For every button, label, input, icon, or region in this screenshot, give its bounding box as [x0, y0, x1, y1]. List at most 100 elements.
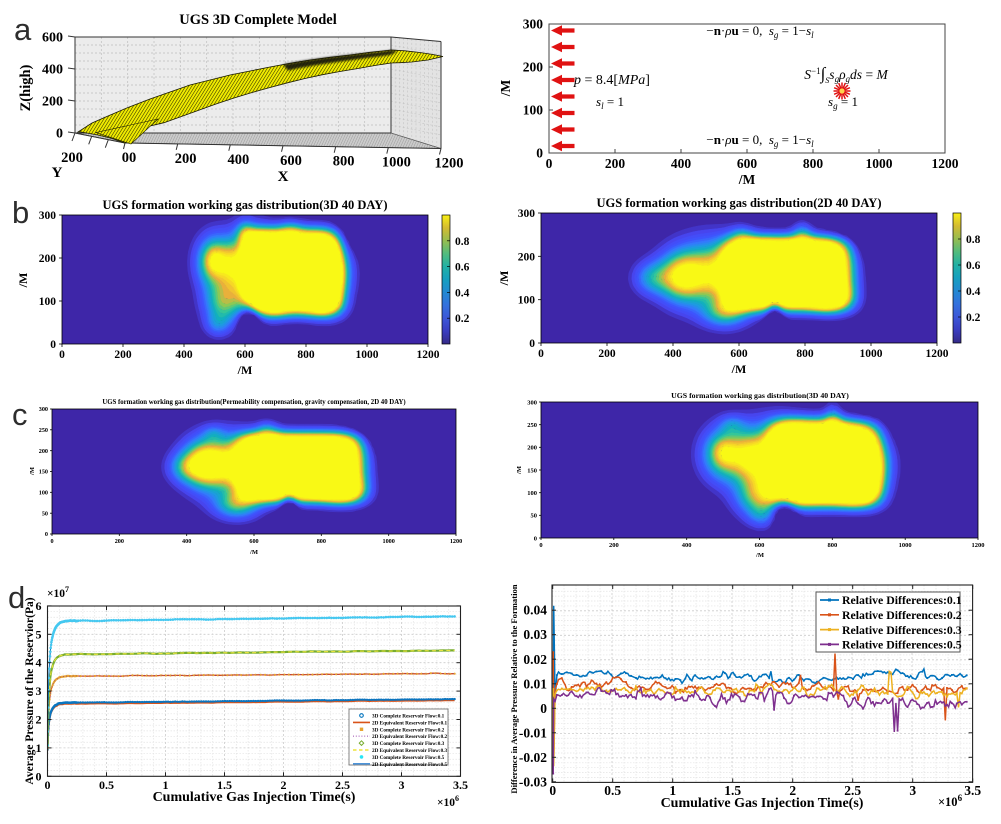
svg-text:0.8: 0.8 [455, 236, 470, 248]
svg-text:400: 400 [682, 542, 692, 549]
svg-text:3D Complete Reservoir Flow:0.2: 3D Complete Reservoir Flow:0.2 [372, 727, 445, 733]
svg-text:0.6: 0.6 [966, 260, 981, 272]
svg-text:150: 150 [527, 467, 537, 474]
svg-text:0.04: 0.04 [523, 603, 547, 618]
svg-text:400: 400 [227, 152, 249, 168]
svg-text:200: 200 [598, 348, 616, 360]
svg-text:400: 400 [42, 63, 63, 78]
svg-text:0: 0 [536, 146, 543, 161]
svg-text:600: 600 [730, 348, 748, 360]
svg-text:1200: 1200 [450, 538, 462, 545]
svg-text:0: 0 [538, 348, 544, 360]
svg-text:p = 8.4[MPa]: p = 8.4[MPa] [573, 73, 650, 88]
svg-text:0: 0 [539, 542, 542, 549]
svg-text:300: 300 [523, 17, 544, 32]
svg-text:Cumulative Gas Injection Time(: Cumulative Gas Injection Time(s) [153, 790, 356, 805]
svg-text:300: 300 [527, 399, 537, 406]
svg-text:250: 250 [39, 427, 48, 434]
svg-text:3D Complete Reservoir Flow:0.1: 3D Complete Reservoir Flow:0.1 [372, 714, 445, 720]
svg-text:200: 200 [518, 251, 536, 263]
svg-text:0: 0 [529, 338, 535, 350]
svg-text:0: 0 [50, 538, 53, 545]
svg-text:/M: /M [738, 172, 756, 187]
svg-text:/M: /M [249, 549, 258, 556]
svg-text:800: 800 [827, 542, 837, 549]
svg-text:1.5: 1.5 [724, 783, 741, 798]
svg-text:X: X [278, 169, 289, 185]
svg-text:0: 0 [546, 156, 553, 171]
svg-text:600: 600 [249, 538, 258, 545]
svg-text:UGS formation working gas dist: UGS formation working gas distribution(3… [103, 198, 388, 212]
svg-text:0: 0 [45, 778, 51, 792]
svg-text:300: 300 [39, 210, 57, 222]
svg-text:600: 600 [755, 542, 765, 549]
svg-text:800: 800 [796, 348, 814, 360]
svg-text:300: 300 [518, 208, 536, 220]
svg-text:6: 6 [36, 599, 42, 613]
svg-text:1200: 1200 [972, 542, 985, 549]
svg-text:/M: /M [731, 362, 747, 376]
svg-text:1200: 1200 [932, 156, 959, 171]
svg-text:50: 50 [42, 510, 48, 517]
svg-text:0.5: 0.5 [99, 778, 114, 792]
svg-text:1200: 1200 [435, 156, 464, 172]
svg-text:400: 400 [175, 349, 193, 361]
svg-text:3: 3 [36, 684, 42, 698]
svg-text:Difference in Average Pressure: Difference in Average Pressure Relative … [509, 584, 519, 793]
svg-text:0: 0 [56, 127, 63, 142]
svg-text:200: 200 [39, 253, 57, 265]
svg-text:1000: 1000 [899, 542, 912, 549]
svg-text:sl = 1: sl = 1 [596, 94, 624, 111]
svg-text:0.2: 0.2 [966, 312, 981, 324]
svg-text:Relative Differences:0.5: Relative Differences:0.5 [842, 638, 962, 652]
svg-text:0: 0 [59, 349, 65, 361]
svg-text:a: a [14, 12, 32, 47]
svg-text:Relative Differences:0.3: Relative Differences:0.3 [842, 623, 962, 637]
svg-text:UGS formation working gas dist: UGS formation working gas distribution(3… [671, 391, 849, 400]
svg-text:0.6: 0.6 [455, 262, 470, 274]
svg-text:3: 3 [399, 778, 405, 792]
svg-text:800: 800 [333, 154, 355, 170]
svg-text:2D Equivalent Reservoir Flow:0: 2D Equivalent Reservoir Flow:0.3 [372, 748, 448, 754]
svg-text:-0.02: -0.02 [519, 750, 547, 765]
svg-text:400: 400 [182, 538, 191, 545]
svg-text:b: b [12, 195, 29, 230]
svg-text:200: 200 [609, 542, 619, 549]
svg-text:Relative Differences:0.1: Relative Differences:0.1 [842, 593, 962, 607]
svg-text:300: 300 [39, 406, 48, 413]
svg-text:/M: /M [516, 466, 523, 475]
svg-text:0.2: 0.2 [455, 313, 470, 325]
svg-text:2D Equivalent Reservoir Flow:0: 2D Equivalent Reservoir Flow:0.2 [372, 734, 448, 740]
svg-text:100: 100 [518, 295, 536, 307]
svg-text:1200: 1200 [417, 349, 440, 361]
svg-text:c: c [12, 397, 28, 432]
svg-text:UGS formation working gas dist: UGS formation working gas distribution(2… [597, 196, 882, 210]
svg-text:sg = 1: sg = 1 [828, 94, 858, 111]
svg-text:800: 800 [803, 156, 824, 171]
svg-text:1000: 1000 [860, 348, 883, 360]
svg-text:3D Complete Reservoir Flow:0.5: 3D Complete Reservoir Flow:0.5 [372, 755, 445, 761]
svg-text:0.5: 0.5 [604, 783, 621, 798]
svg-text:UGS formation working gas dist: UGS formation working gas distribution(P… [102, 399, 405, 406]
svg-text:1200: 1200 [926, 348, 949, 360]
svg-text:1000: 1000 [382, 538, 394, 545]
svg-text:400: 400 [671, 156, 692, 171]
svg-text:200: 200 [527, 445, 537, 452]
svg-text:×106: ×106 [437, 794, 459, 809]
svg-text:100: 100 [39, 490, 48, 497]
svg-text:100: 100 [39, 296, 57, 308]
svg-text:200: 200 [114, 349, 132, 361]
svg-text:3: 3 [909, 783, 916, 798]
svg-text:/M: /M [16, 273, 30, 289]
svg-text:2D Equivalent Reservoir Flow:0: 2D Equivalent Reservoir Flow:0.5 [372, 762, 448, 768]
svg-text:2: 2 [36, 713, 42, 727]
svg-text:2: 2 [281, 778, 287, 792]
svg-text:100: 100 [527, 490, 537, 497]
svg-text:250: 250 [527, 422, 537, 429]
svg-text:/M: /M [237, 363, 253, 377]
svg-text:1000: 1000 [866, 156, 893, 171]
svg-text:/M: /M [497, 271, 511, 287]
svg-text:2.5: 2.5 [335, 778, 350, 792]
svg-text:150: 150 [39, 469, 48, 476]
svg-text:Y: Y [52, 165, 63, 181]
